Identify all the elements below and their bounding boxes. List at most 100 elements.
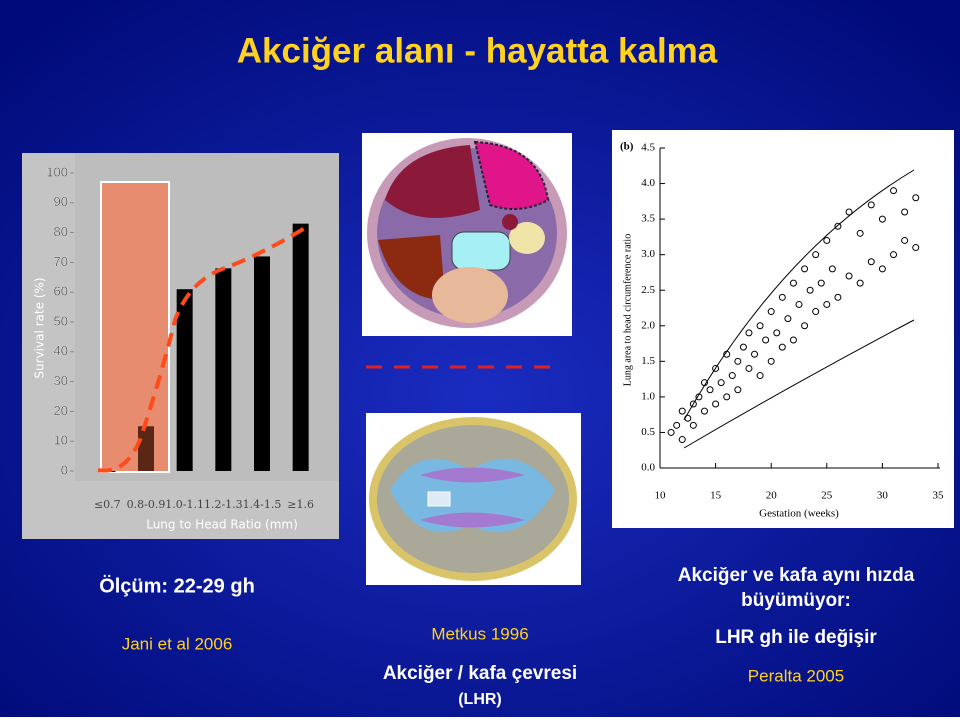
caption: LHR gh ile değişir xyxy=(715,627,877,648)
point xyxy=(801,322,809,330)
point xyxy=(700,407,708,415)
reference: Jani et al 2006 xyxy=(122,634,233,653)
point xyxy=(856,279,864,287)
point xyxy=(817,279,825,287)
point xyxy=(789,336,797,344)
caption: Akciğer ve kafa aynı hızda xyxy=(678,565,915,586)
slide-title: Akciğer alanı - hayatta kalma xyxy=(237,31,718,70)
point xyxy=(723,393,731,401)
x-tick-label: ≤0.7 xyxy=(94,498,121,511)
point xyxy=(845,272,853,280)
point xyxy=(745,364,753,372)
y-tick-label: 0 xyxy=(61,462,68,477)
y-tick-label: 4.5 xyxy=(641,142,655,154)
point xyxy=(728,372,736,380)
x-axis-title: Gestation (weeks) xyxy=(759,508,839,520)
point xyxy=(834,293,842,301)
point xyxy=(784,315,792,323)
point xyxy=(812,251,820,259)
caption: Akciğer / kafa çevresi xyxy=(383,663,577,684)
point xyxy=(834,222,842,230)
point xyxy=(801,265,809,273)
head-illustration xyxy=(366,413,581,585)
lower-bound xyxy=(683,319,915,449)
x-tick-label: 10 xyxy=(655,490,667,502)
y-axis-title: Survival rate (%) xyxy=(33,277,47,378)
panel-label: (b) xyxy=(620,141,634,153)
y-tick-label: 0.0 xyxy=(641,462,655,474)
y-tick-label: 40 xyxy=(54,343,68,358)
point xyxy=(901,208,909,216)
x-axis-title: Lung to Head Ratio (mm) xyxy=(146,518,298,532)
y-tick-label: 3.0 xyxy=(641,248,655,260)
point xyxy=(823,300,831,308)
point xyxy=(734,386,742,394)
point xyxy=(856,229,864,237)
upper-bound xyxy=(683,169,915,421)
x-tick-label: 1.0-1.1 xyxy=(165,498,204,511)
bar xyxy=(138,426,154,471)
caption: büyümüyor: xyxy=(741,590,851,611)
point xyxy=(689,400,697,408)
y-tick-label: 1.0 xyxy=(641,390,655,402)
y-tick-label: 1.5 xyxy=(641,355,655,367)
point xyxy=(867,201,875,209)
point xyxy=(823,236,831,244)
reference: Peralta 2005 xyxy=(748,666,844,685)
point xyxy=(745,329,753,337)
x-tick-label: 15 xyxy=(710,490,722,502)
point xyxy=(706,386,714,394)
point xyxy=(812,308,820,316)
point xyxy=(789,279,797,287)
trend-line xyxy=(97,226,307,473)
x-tick-label: 1.2-1.3 xyxy=(204,498,243,511)
y-tick-label: 50 xyxy=(54,313,68,328)
y-tick-label: 100 xyxy=(46,164,68,179)
y-tick-label: 2.5 xyxy=(641,284,655,296)
x-tick-label: ≥1.6 xyxy=(287,498,314,511)
point xyxy=(678,407,686,415)
x-tick-label: 20 xyxy=(766,490,778,502)
point xyxy=(890,187,898,195)
point xyxy=(667,428,675,436)
y-tick-label: 4.0 xyxy=(641,177,655,189)
point xyxy=(901,236,909,244)
point xyxy=(717,379,725,387)
y-tick-label: 70 xyxy=(54,254,68,269)
x-tick-label: 0.8-0.9 xyxy=(127,498,166,511)
point xyxy=(878,265,886,273)
point xyxy=(773,329,781,337)
y-tick-label: 2.0 xyxy=(641,319,655,331)
y-tick-label: 80 xyxy=(54,224,68,239)
point xyxy=(778,293,786,301)
reference: Metkus 1996 xyxy=(431,624,528,643)
point xyxy=(739,343,747,351)
y-tick-label: 60 xyxy=(54,284,68,299)
highlight xyxy=(100,181,170,473)
x-tick-label: 30 xyxy=(877,490,889,502)
point xyxy=(845,208,853,216)
point xyxy=(673,421,681,429)
y-tick-label: 30 xyxy=(54,373,68,388)
point xyxy=(751,350,759,358)
point xyxy=(767,357,775,365)
caption: Ölçüm: 22-29 gh xyxy=(99,574,255,597)
point xyxy=(689,421,697,429)
y-tick-label: 0.5 xyxy=(641,426,655,438)
point xyxy=(912,244,920,252)
y-axis-title: Lung area to head circumference ratio xyxy=(622,234,633,386)
point xyxy=(762,336,770,344)
y-tick-label: 3.5 xyxy=(641,213,655,225)
point xyxy=(878,215,886,223)
point xyxy=(867,258,875,266)
point xyxy=(734,357,742,365)
bar xyxy=(254,256,270,471)
x-tick-label: 35 xyxy=(933,490,945,502)
point xyxy=(912,194,920,202)
point xyxy=(712,400,720,408)
point xyxy=(778,343,786,351)
point xyxy=(756,372,764,380)
x-tick-label: 1.4-1.5 xyxy=(243,498,282,511)
chest-illustration xyxy=(362,133,572,336)
